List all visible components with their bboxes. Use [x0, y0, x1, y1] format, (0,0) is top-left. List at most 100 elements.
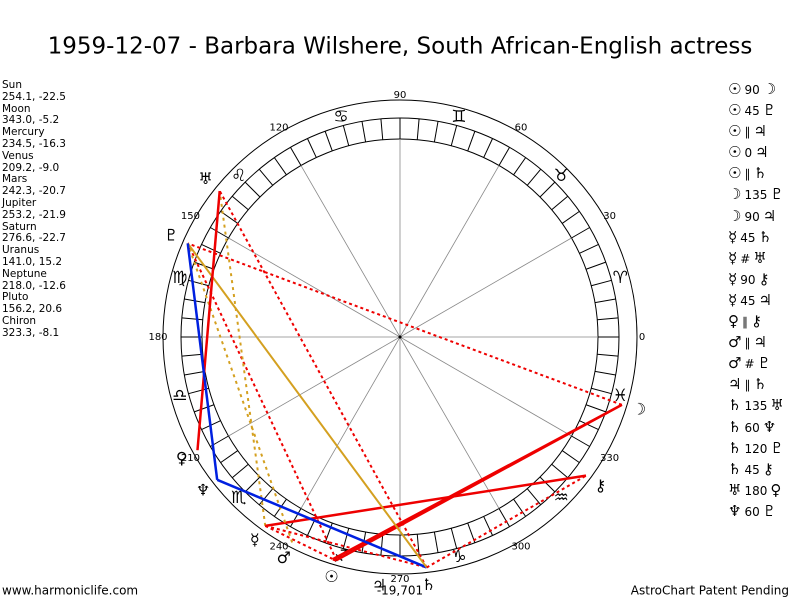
band-tick	[526, 168, 542, 186]
band-tick	[483, 138, 494, 158]
aspect-type: 90	[744, 83, 760, 97]
aspect-entry: ♆ 60 ♇	[728, 501, 784, 522]
aspect-line	[196, 190, 221, 451]
aspect-planet: ♇	[757, 354, 771, 373]
aspect-planet: ☉	[728, 143, 742, 162]
spoke	[399, 336, 500, 509]
aspect-planet: ☽	[728, 206, 742, 225]
footer-site: www.harmoniclife.com	[2, 584, 138, 598]
planet-entry: Jupiter 253.2, -21.9	[2, 197, 66, 222]
aspect-planet: ♄	[753, 375, 767, 394]
degree-label: 240	[269, 542, 288, 553]
planet-glyph: ♅	[199, 169, 213, 188]
aspect-type: 135	[744, 399, 768, 414]
zodiac-sign: ♑	[451, 547, 466, 567]
planet-coords: 323.3, -8.1	[2, 326, 60, 339]
aspect-entry: ☿ 90 ⚷	[728, 269, 784, 290]
planet-name: Pluto	[2, 291, 29, 304]
aspect-type: 120	[744, 441, 768, 456]
planet-name: Saturn	[2, 220, 37, 233]
band-tick	[571, 227, 590, 239]
band-tick	[539, 476, 556, 493]
aspect-planet: ♆	[728, 501, 742, 520]
spoke	[399, 336, 572, 437]
aspect-planet: ♄	[728, 438, 742, 457]
band-tick	[561, 210, 580, 224]
planet-coords: 242.3, -20.7	[2, 185, 66, 198]
band-tick	[561, 450, 580, 464]
aspect-entry: ☉ 90 ☽	[728, 79, 784, 100]
aspect-planet: ⚷	[762, 459, 774, 478]
aspect-planet: ♃	[753, 122, 767, 141]
band-tick	[571, 435, 590, 447]
planet-entry: Neptune 218.0, -12.6	[2, 268, 66, 293]
aspect-planet: ♄	[758, 227, 772, 246]
band-tick	[231, 195, 249, 211]
aspect-line	[265, 474, 587, 528]
band-tick	[585, 404, 606, 413]
zodiac-sign: ♊	[451, 107, 466, 127]
aspect-line	[264, 524, 334, 560]
planet-glyph: ☉	[324, 567, 338, 586]
aspect-planet: ♀	[728, 312, 739, 331]
planet-list: Sun 254.1, -22.5 Moon 343.0, -5.2 Mercury 234…	[2, 79, 66, 340]
spoke	[300, 165, 401, 338]
aspect-entry: ☉ 45 ♇	[728, 100, 784, 121]
planet-coords: 218.0, -12.6	[2, 279, 66, 292]
band-tick	[210, 227, 229, 239]
aspect-line	[265, 524, 427, 569]
aspect-planet: ☽	[728, 185, 742, 204]
band-tick	[290, 508, 302, 527]
band-tick	[244, 181, 261, 198]
aspect-planet: ♅	[770, 396, 784, 415]
aspect-line	[332, 403, 623, 561]
band-tick	[498, 508, 510, 527]
planet-entry: Pluto 156.2, 20.6	[2, 292, 66, 316]
planet-entry: Venus 209.2, -9.0	[2, 150, 66, 175]
degree-label: 30	[603, 211, 616, 222]
planet-glyph: ☿	[250, 530, 260, 549]
zodiac-sign: ♉	[554, 166, 569, 186]
aspect-entry: ♄ 60 ♆	[728, 417, 784, 438]
aspect-planet: ♇	[762, 101, 777, 120]
degree-label: 90	[394, 90, 407, 101]
zodiac-sign: ♓	[613, 386, 628, 406]
degree-label: 300	[511, 542, 530, 553]
aspect-entry: ☉ 0 ♃	[728, 142, 784, 163]
band-tick	[498, 147, 510, 166]
band-tick	[290, 147, 302, 166]
band-tick	[184, 370, 206, 376]
aspect-entry: ☿ 45 ♄	[728, 227, 784, 248]
band-tick	[220, 450, 239, 464]
band-tick	[551, 195, 569, 211]
aspect-planet: ♇	[770, 438, 784, 457]
band-tick	[450, 125, 458, 146]
band-tick	[513, 157, 527, 176]
zodiac-sign: ♎	[172, 386, 187, 406]
aspect-type: #	[740, 251, 751, 266]
planet-coords: 253.2, -21.9	[2, 208, 66, 221]
aspect-planet: ♇	[762, 501, 777, 520]
band-tick	[306, 138, 317, 158]
aspect-planet: ☿	[728, 227, 738, 246]
aspect-type: 45	[744, 462, 760, 477]
aspect-line	[186, 242, 428, 569]
aspect-entry: ☿ # ♅	[728, 248, 784, 269]
aspect-line	[186, 242, 338, 561]
band-tick	[201, 243, 221, 254]
spoke	[399, 237, 572, 338]
planet-entry: Sun 254.1, -22.5	[2, 79, 66, 104]
degree-label: 330	[600, 453, 619, 464]
aspect-entry: ♀ ∥ ⚷	[728, 311, 784, 332]
band-tick	[591, 279, 612, 287]
band-tick	[273, 157, 287, 176]
aspect-type: 0	[744, 146, 753, 161]
aspect-line	[216, 478, 428, 569]
aspect-type: 90	[740, 272, 756, 287]
band-tick	[551, 463, 569, 479]
zodiac-sign: ♌	[231, 166, 246, 186]
aspect-entry: ♂ ∥ ♃	[728, 332, 784, 353]
planet-entry: Chiron 323.3, -8.1	[2, 315, 66, 340]
